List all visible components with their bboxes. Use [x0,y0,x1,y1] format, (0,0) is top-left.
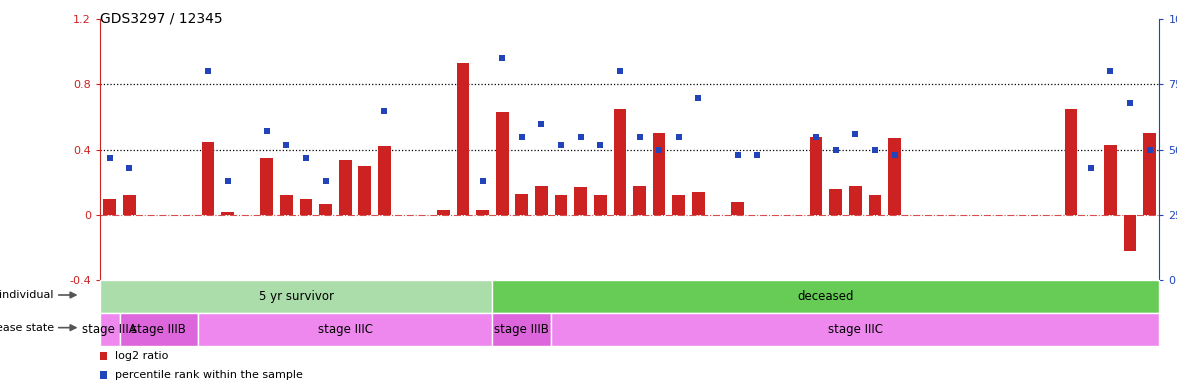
Bar [300,199,312,215]
Bar [849,186,862,215]
Text: stage IIIB: stage IIIB [132,323,186,336]
Text: percentile rank within the sample: percentile rank within the sample [115,369,302,379]
Bar [1065,109,1077,215]
Bar [457,63,470,215]
Bar [516,194,528,215]
Bar [869,195,882,215]
Bar [1143,134,1156,215]
Bar [554,195,567,215]
Bar [731,202,744,215]
Bar [198,313,492,346]
Bar [104,199,117,215]
Bar [810,137,823,215]
Bar [672,195,685,215]
Bar [100,313,120,346]
Bar [319,204,332,215]
Text: stage IIIC: stage IIIC [827,323,883,336]
Bar [496,112,508,215]
Text: GDS3297 / 12345: GDS3297 / 12345 [100,12,222,25]
Bar [221,212,234,215]
Bar [653,134,665,215]
Text: stage IIIC: stage IIIC [318,323,373,336]
Text: deceased: deceased [798,290,855,303]
Text: individual: individual [0,290,54,300]
Text: stage IIIB: stage IIIB [494,323,550,336]
Bar [378,147,391,215]
Text: log2 ratio: log2 ratio [115,351,168,361]
Bar [633,186,646,215]
Bar [359,166,371,215]
Bar [437,210,450,215]
Bar [124,195,135,215]
Bar [1124,215,1136,251]
Text: disease state: disease state [0,323,54,333]
Bar [1104,145,1117,215]
Bar [551,313,1159,346]
Bar [280,195,293,215]
Bar [492,313,551,346]
Text: stage IIIA: stage IIIA [82,323,138,336]
Bar [613,109,626,215]
Bar [477,210,488,215]
Bar [536,186,547,215]
Bar [830,189,842,215]
Bar [492,280,1159,313]
Bar [574,187,587,215]
Bar [339,160,352,215]
Bar [594,195,606,215]
Bar [201,142,214,215]
Bar [260,158,273,215]
Bar [100,280,492,313]
Bar [889,138,900,215]
Bar [120,313,198,346]
Bar [692,192,705,215]
Text: 5 yr survivor: 5 yr survivor [259,290,334,303]
